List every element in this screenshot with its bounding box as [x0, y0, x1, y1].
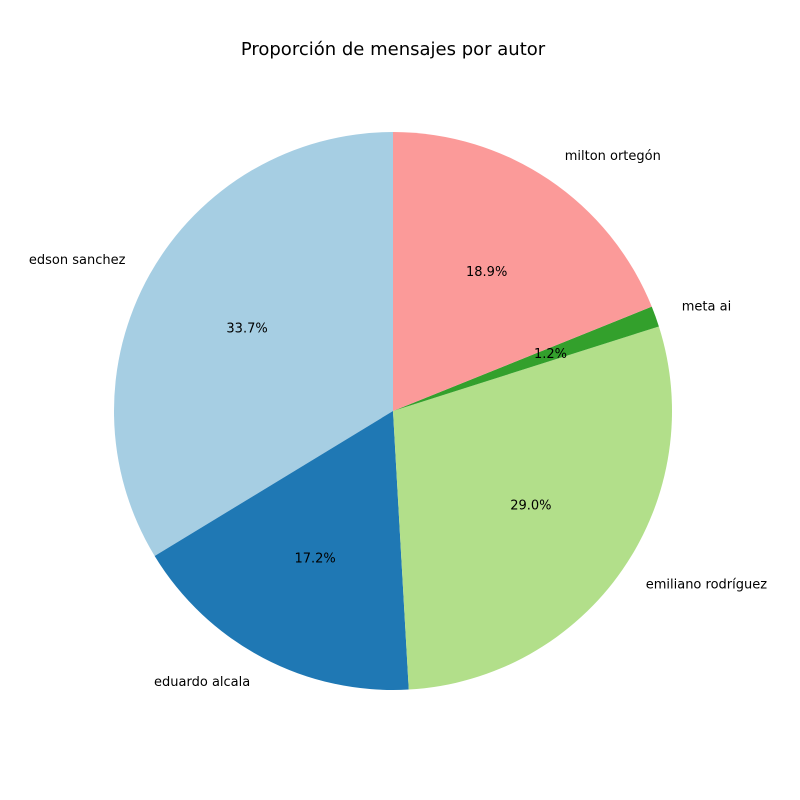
pie-labels: edson sanchez 33.7% eduardo alcala 17.2% emi… [29, 149, 767, 690]
pie-slice-2 [393, 326, 672, 690]
slice-label-0: edson sanchez [29, 253, 126, 268]
slice-label-3: meta ai [682, 300, 731, 315]
pie-slices [113, 132, 672, 690]
pie-slice-0 [113, 132, 393, 557]
chart-title: Proporción de mensajes por autor [241, 39, 546, 60]
pie-slice-1 [154, 411, 409, 690]
slice-percent-1: 17.2% [294, 552, 335, 567]
pie-slice-4 [393, 132, 652, 411]
slice-label-2: emiliano rodríguez [646, 578, 767, 593]
slice-label-4: milton ortegón [565, 149, 661, 164]
slice-label-1: eduardo alcala [154, 675, 250, 690]
pie-slice-3 [393, 306, 659, 411]
slice-percent-2: 29.0% [510, 498, 551, 513]
slice-percent-0: 33.7% [226, 321, 267, 336]
slice-percent-3: 1.2% [534, 347, 567, 362]
slice-percent-4: 18.9% [466, 265, 507, 280]
